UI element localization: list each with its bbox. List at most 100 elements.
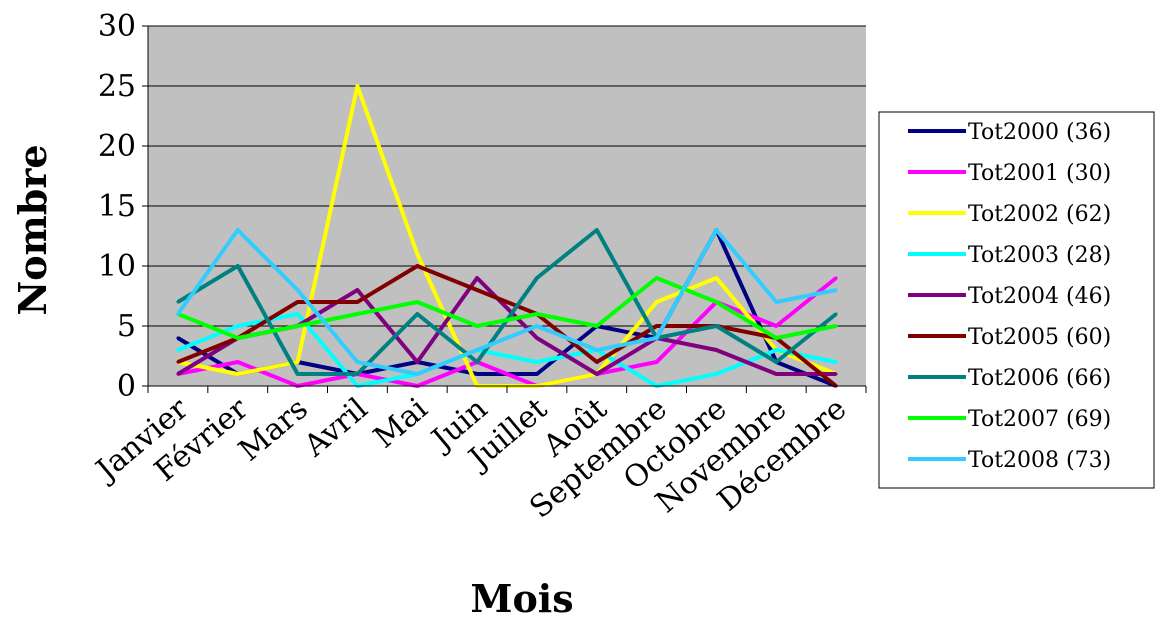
y-tick-label: 5 <box>117 309 136 344</box>
data-point <box>714 324 718 328</box>
data-point <box>296 324 300 328</box>
data-point <box>236 264 240 268</box>
y-tick-label: 20 <box>98 129 136 164</box>
data-point <box>774 360 778 364</box>
data-point <box>415 300 419 304</box>
data-point <box>296 300 300 304</box>
legend-label: Tot2002 (62) <box>968 202 1111 227</box>
data-point <box>595 228 599 232</box>
data-point <box>236 360 240 364</box>
data-point <box>236 372 240 376</box>
data-point <box>355 372 359 376</box>
data-point <box>355 84 359 88</box>
data-point <box>595 348 599 352</box>
data-point <box>834 288 838 292</box>
data-point <box>595 324 599 328</box>
data-point <box>714 348 718 352</box>
data-point <box>236 228 240 232</box>
y-axis-tick-labels: 0 5 10 15 20 25 30 <box>98 9 136 404</box>
data-point <box>535 312 539 316</box>
data-point <box>535 336 539 340</box>
data-point <box>535 360 539 364</box>
legend-label: Tot2007 (69) <box>968 407 1111 432</box>
data-point <box>475 276 479 280</box>
data-point <box>176 372 180 376</box>
data-point <box>176 360 180 364</box>
y-tick-label: 10 <box>98 249 136 284</box>
data-point <box>296 372 300 376</box>
y-tick-label: 15 <box>98 189 136 224</box>
data-point <box>176 336 180 340</box>
legend-label: Tot2000 (36) <box>968 120 1111 145</box>
series-lines <box>176 84 838 388</box>
data-point <box>236 336 240 340</box>
data-point <box>176 348 180 352</box>
legend: Tot2000 (36) Tot2001 (30) Tot2002 (62) Tot2… <box>878 111 1155 489</box>
axes <box>142 25 867 393</box>
data-point <box>714 228 718 232</box>
data-point <box>415 252 419 256</box>
data-point <box>296 360 300 364</box>
y-tick-label: 0 <box>117 369 136 404</box>
data-point <box>475 288 479 292</box>
data-point <box>475 324 479 328</box>
data-point <box>774 336 778 340</box>
data-point <box>296 312 300 316</box>
series-line <box>176 228 837 376</box>
data-point <box>714 276 718 280</box>
data-point <box>475 348 479 352</box>
data-point <box>415 360 419 364</box>
data-point <box>236 324 240 328</box>
data-point <box>774 372 778 376</box>
x-tick-label: Mai <box>367 391 434 455</box>
x-axis-tick-labels: JanvierFévrierMarsAvrilMaiJuinJuilletAoû… <box>88 391 854 526</box>
legend-label: Tot2001 (30) <box>968 161 1111 186</box>
data-point <box>714 300 718 304</box>
data-point <box>655 336 659 340</box>
data-point <box>535 324 539 328</box>
series-line <box>177 312 837 388</box>
data-point <box>296 288 300 292</box>
data-point <box>655 276 659 280</box>
data-point <box>834 372 838 376</box>
x-tick-label: Avril <box>297 391 375 464</box>
data-point <box>475 372 479 376</box>
data-point <box>475 360 479 364</box>
data-point <box>834 276 838 280</box>
legend-label: Tot2003 (28) <box>968 243 1111 268</box>
data-point <box>415 312 419 316</box>
data-point <box>834 312 838 316</box>
data-point <box>655 360 659 364</box>
legend-label: Tot2008 (73) <box>968 448 1111 473</box>
data-point <box>535 372 539 376</box>
series-line <box>177 264 838 388</box>
data-point <box>655 324 659 328</box>
y-tick-label: 30 <box>98 9 136 44</box>
series-line <box>177 276 837 340</box>
data-point <box>535 276 539 280</box>
legend-label: Tot2004 (46) <box>968 284 1111 309</box>
data-point <box>415 264 419 268</box>
data-point <box>774 300 778 304</box>
data-point <box>774 324 778 328</box>
data-point <box>714 372 718 376</box>
data-point <box>355 288 359 292</box>
data-point <box>834 324 838 328</box>
legend-label: Tot2006 (66) <box>968 366 1111 391</box>
y-tick-label: 25 <box>98 69 136 104</box>
x-tick-label: Mars <box>232 391 315 468</box>
x-axis-title: Mois <box>470 576 573 617</box>
data-point <box>834 360 838 364</box>
data-point <box>655 300 659 304</box>
data-point <box>355 360 359 364</box>
legend-label: Tot2005 (60) <box>968 325 1111 350</box>
data-point <box>595 360 599 364</box>
y-axis-title: Nombre <box>10 144 55 315</box>
legend-box <box>878 111 1155 489</box>
data-point <box>774 348 778 352</box>
data-point <box>595 372 599 376</box>
gridlines <box>148 25 866 327</box>
data-point <box>415 372 419 376</box>
data-point <box>176 312 180 316</box>
